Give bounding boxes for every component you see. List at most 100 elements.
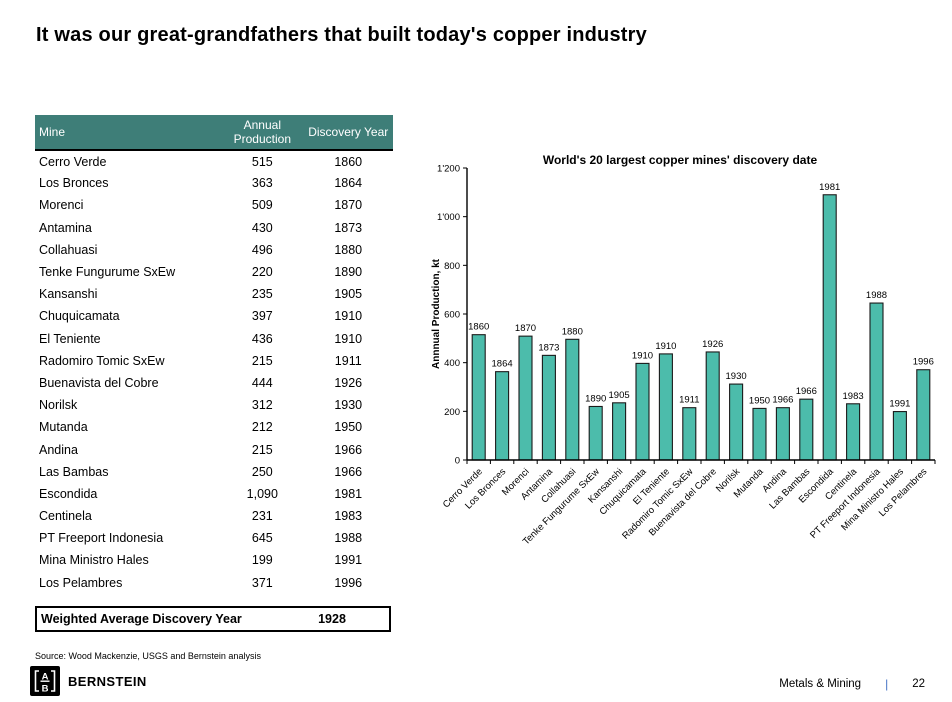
bar-value-label: 1991 xyxy=(889,399,910,410)
column-header-production: Annual Production xyxy=(221,115,304,151)
cell-mine: Mina Ministro Hales xyxy=(39,553,149,568)
cell-prod: 220 xyxy=(251,265,273,280)
bar-value-label: 1966 xyxy=(796,386,817,397)
page-number: 22 xyxy=(912,678,925,690)
bar-value-label: 1983 xyxy=(843,391,864,402)
cell-mine: Kansanshi xyxy=(39,287,98,302)
bar-chart-svg: World's 20 largest copper mines' discove… xyxy=(431,153,936,547)
table-row: Los Pelambres 371 1996 xyxy=(35,572,393,594)
y-tick-label: 1'200 xyxy=(437,164,460,175)
cell-year: 1983 xyxy=(334,509,363,524)
chart-bar xyxy=(799,398,814,461)
cell-prod: 397 xyxy=(251,309,273,324)
table-row: Collahuasi 496 1880 xyxy=(35,239,393,261)
cell-mine: Las Bambas xyxy=(39,464,109,479)
cell-year: 1864 xyxy=(334,176,363,191)
cell-mine: Cerro Verde xyxy=(39,154,107,169)
column-header-mine: Mine xyxy=(35,115,222,151)
weighted-average-box: Weighted Average Discovery Year 1928 xyxy=(35,606,391,632)
bar-value-label: 1864 xyxy=(492,359,513,370)
table-row: Norilsk 312 1930 xyxy=(35,394,393,416)
chart-bar xyxy=(869,302,884,461)
cell-prod: 215 xyxy=(251,353,273,368)
chart-bar xyxy=(846,403,861,461)
cell-mine: Morenci xyxy=(39,198,84,213)
table-row: El Teniente 436 1910 xyxy=(35,328,393,350)
table-row: Andina 215 1966 xyxy=(35,438,393,460)
bar-value-label: 1926 xyxy=(702,339,723,350)
weighted-average-label: Weighted Average Discovery Year xyxy=(41,612,242,626)
cell-year: 1911 xyxy=(334,353,362,368)
cell-prod: 436 xyxy=(251,331,273,346)
bar-value-label: 1873 xyxy=(538,342,559,353)
y-axis-label: Annnual Production, kt xyxy=(431,258,442,369)
cell-year: 1950 xyxy=(334,420,363,435)
chart-bar xyxy=(658,353,673,461)
chart-bar xyxy=(565,338,580,461)
svg-text:B: B xyxy=(42,684,49,695)
cell-mine: Collahuasi xyxy=(39,242,98,257)
cell-year: 1873 xyxy=(334,220,363,235)
footer-right: Metals & Mining | 22 xyxy=(779,677,925,691)
bar-value-label: 1966 xyxy=(772,395,793,406)
chart-bar xyxy=(705,351,720,461)
table-row: Cerro Verde 515 1860 xyxy=(35,150,393,172)
table-row: Escondida 1,090 1981 xyxy=(35,483,393,505)
y-tick-label: 0 xyxy=(455,456,460,467)
cell-prod: 212 xyxy=(251,420,273,435)
cell-prod: 444 xyxy=(251,375,273,390)
footer-section-label: Metals & Mining xyxy=(779,678,862,690)
y-tick-label: 1'000 xyxy=(437,212,460,223)
table-row: Mina Ministro Hales 199 1991 xyxy=(35,549,393,571)
source-note: Source: Wood Mackenzie, USGS and Bernste… xyxy=(35,651,261,661)
cell-prod: 199 xyxy=(251,553,273,568)
table-row: PT Freeport Indonesia 645 1988 xyxy=(35,527,393,549)
chart-bar xyxy=(471,334,486,461)
bar-value-label: 1860 xyxy=(468,322,489,333)
table-body: Cerro Verde 515 1860 Los Bronces 363 1864 More… xyxy=(35,150,393,594)
bar-value-label: 1981 xyxy=(819,182,840,193)
chart-bar xyxy=(612,402,627,461)
chart-bar xyxy=(775,407,790,461)
cell-mine: Radomiro Tomic SxEw xyxy=(39,353,165,368)
bar-value-label: 1870 xyxy=(515,323,536,334)
table-row: Centinela 231 1983 xyxy=(35,505,393,527)
brand-name: BERNSTEIN xyxy=(68,674,147,689)
table-row: Buenavista del Cobre 444 1926 xyxy=(35,372,393,394)
cell-year: 1988 xyxy=(334,531,363,546)
y-tick-label: 600 xyxy=(444,310,460,321)
cell-prod: 509 xyxy=(251,198,273,213)
cell-year: 1966 xyxy=(334,442,363,457)
cell-prod: 496 xyxy=(251,242,273,257)
table-row: Los Bronces 363 1864 xyxy=(35,172,393,194)
cell-mine: Los Pelambres xyxy=(39,575,123,590)
chart-bar xyxy=(822,194,837,461)
bar-value-label: 1930 xyxy=(726,371,747,382)
cell-year: 1860 xyxy=(334,154,363,169)
table-row: Mutanda 212 1950 xyxy=(35,416,393,438)
cell-prod: 250 xyxy=(251,464,273,479)
footer-divider: | xyxy=(885,677,889,691)
cell-year: 1870 xyxy=(334,198,363,213)
table-row: Kansanshi 235 1905 xyxy=(35,283,393,305)
table-row: Morenci 509 1870 xyxy=(35,194,393,216)
bar-value-label: 1905 xyxy=(609,390,630,401)
chart-bar xyxy=(682,407,697,461)
bar-value-label: 1910 xyxy=(632,350,653,361)
bar-value-label: 1911 xyxy=(679,395,699,406)
cell-prod: 430 xyxy=(251,220,273,235)
cell-year: 1966 xyxy=(334,464,363,479)
bar-value-label: 1996 xyxy=(913,357,934,368)
cell-year: 1996 xyxy=(334,575,363,590)
table-row: Radomiro Tomic SxEw 215 1911 xyxy=(35,350,393,372)
chart-bar xyxy=(892,411,907,461)
discovery-chart: World's 20 largest copper mines' discove… xyxy=(430,148,942,548)
svg-text:A: A xyxy=(42,672,49,683)
table-row: Tenke Fungurume SxEw 220 1890 xyxy=(35,261,393,283)
y-tick-label: 800 xyxy=(444,261,460,272)
chart-title: World's 20 largest copper mines' discove… xyxy=(543,153,818,167)
cell-prod: 231 xyxy=(251,509,273,524)
cell-mine: El Teniente xyxy=(39,331,101,346)
cell-year: 1910 xyxy=(334,331,363,346)
